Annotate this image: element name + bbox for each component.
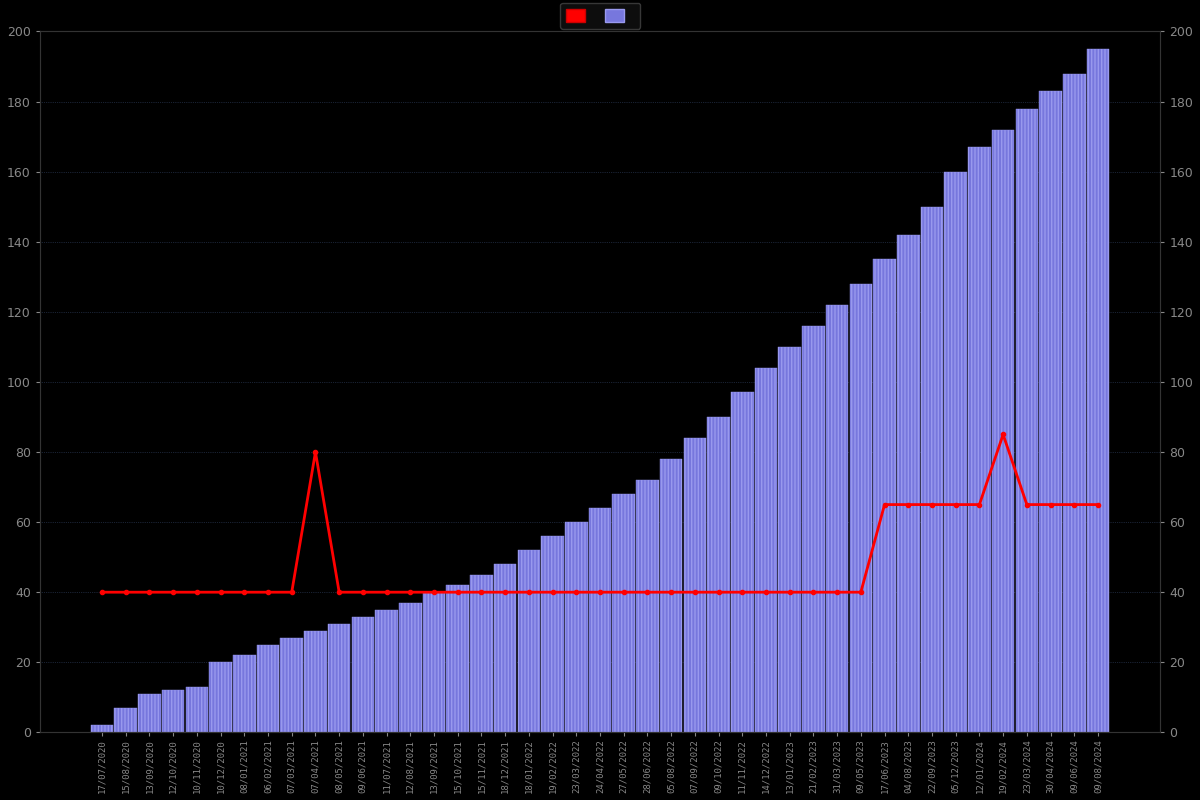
- Bar: [257, 645, 280, 732]
- Bar: [755, 368, 778, 732]
- Bar: [779, 347, 800, 732]
- Bar: [233, 655, 256, 732]
- Bar: [470, 574, 493, 732]
- Bar: [494, 564, 516, 732]
- Bar: [446, 585, 469, 732]
- Bar: [874, 259, 896, 732]
- Bar: [1015, 109, 1038, 732]
- Bar: [589, 508, 611, 732]
- Bar: [898, 234, 919, 732]
- Bar: [1039, 91, 1062, 732]
- Bar: [992, 130, 1014, 732]
- Bar: [1063, 74, 1086, 732]
- Bar: [209, 662, 232, 732]
- Bar: [944, 172, 967, 732]
- Bar: [91, 726, 113, 732]
- Bar: [304, 630, 326, 732]
- Bar: [328, 624, 350, 732]
- Bar: [114, 708, 137, 732]
- Bar: [684, 438, 706, 732]
- Bar: [422, 592, 445, 732]
- Bar: [636, 480, 659, 732]
- Bar: [138, 694, 161, 732]
- Bar: [612, 494, 635, 732]
- Bar: [376, 610, 398, 732]
- Bar: [517, 550, 540, 732]
- Bar: [1087, 49, 1109, 732]
- Bar: [826, 305, 848, 732]
- Bar: [281, 638, 302, 732]
- Bar: [920, 206, 943, 732]
- Bar: [968, 147, 991, 732]
- Bar: [162, 690, 185, 732]
- Bar: [186, 687, 208, 732]
- Bar: [802, 326, 824, 732]
- Bar: [565, 522, 588, 732]
- Legend: , : ,: [560, 2, 640, 29]
- Bar: [400, 602, 421, 732]
- Bar: [850, 284, 872, 732]
- Bar: [731, 393, 754, 732]
- Bar: [352, 617, 374, 732]
- Bar: [541, 536, 564, 732]
- Bar: [660, 459, 683, 732]
- Bar: [707, 417, 730, 732]
